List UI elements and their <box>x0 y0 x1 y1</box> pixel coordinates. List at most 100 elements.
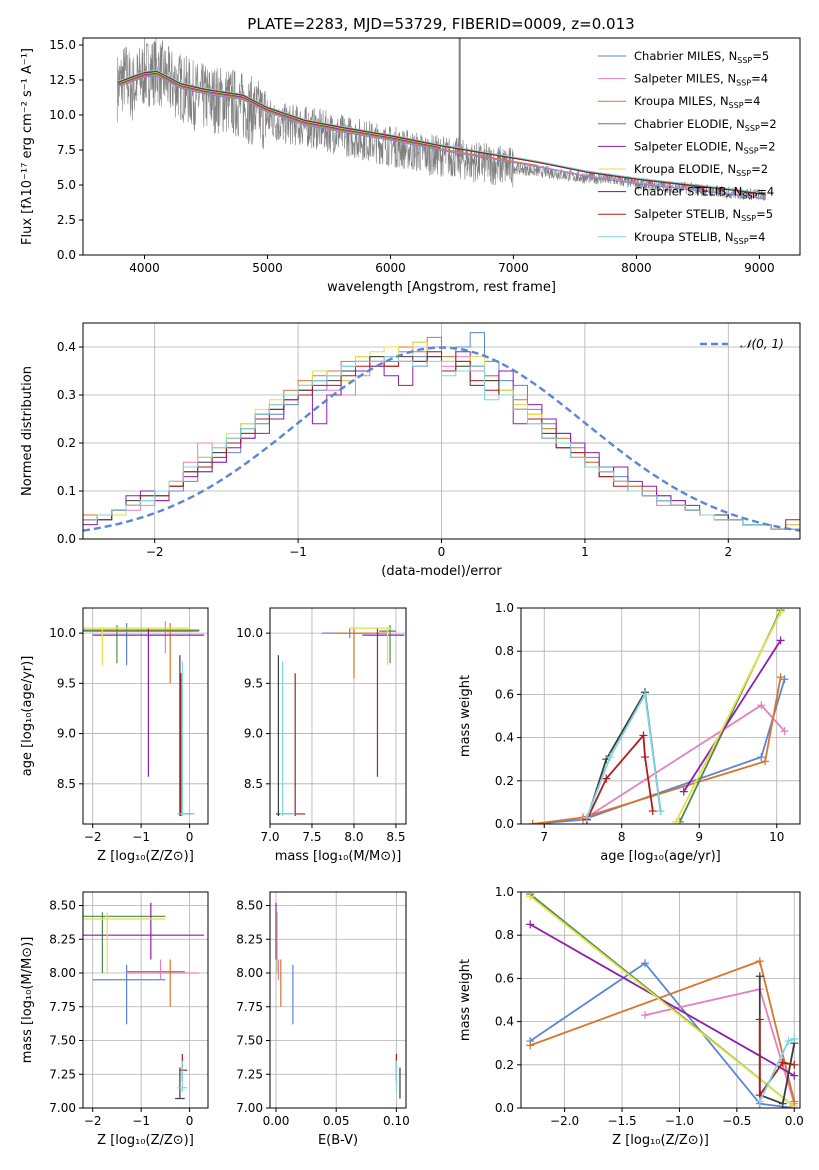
mass_vs_EBV-ytick-label: 7.00 <box>236 1101 263 1115</box>
weight_vs_age-point-marker <box>528 820 537 824</box>
age_vs_mass-xlabel: mass [log₁₀(M/M⊙)] <box>275 849 402 864</box>
age_vs_Z-ytick-label: 9.0 <box>57 727 76 741</box>
residuals-xtick-label: 2 <box>724 545 732 559</box>
legend-entry: Chabrier ELODIE, NSSP=2 <box>634 117 777 133</box>
legend-entry: Kroupa ELODIE, NSSP=2 <box>634 162 768 178</box>
gaussian-curve <box>83 346 800 532</box>
weight_vs_Z-point-marker <box>790 1097 799 1106</box>
mass_vs_Z-xtick-label: 0 <box>186 1114 194 1128</box>
residuals-ytick-label: 0.0 <box>57 532 76 546</box>
weight_vs_Z-point-marker <box>790 1071 799 1080</box>
weight_vs_age-xlabel: age [log₁₀(age/yr)] <box>600 849 721 864</box>
residuals-xtick-label: −2 <box>146 545 164 559</box>
weight_vs_Z-ytick-label: 0.0 <box>495 1101 514 1115</box>
mass_vs_Z-frame <box>82 891 209 1109</box>
mass_vs_Z-xtick-label: −2 <box>84 1114 102 1128</box>
spectrum-ytick-label: 0.0 <box>57 248 76 262</box>
mass_vs_EBV-ytick-label: 7.25 <box>236 1067 263 1081</box>
mass_vs_EBV-frame <box>269 891 407 1109</box>
mass_vs_EBV-xtick-label: 0.00 <box>263 1114 290 1128</box>
age_vs_mass-panel: 7.0 7.5 8.0 8.5 8.5 9.0 9.5 10.0 mass [log₁₀(M/M… <box>236 607 407 864</box>
weight_vs_Z-ytick-label: 1.0 <box>495 885 514 899</box>
spectrum-xtick-label: 7000 <box>498 261 529 275</box>
weight_vs_Z-point-marker <box>790 1060 799 1069</box>
weight_vs_Z-point-marker <box>641 959 649 968</box>
weight_vs_Z-point-marker <box>755 1015 764 1024</box>
weight_vs_age-point-marker <box>672 817 680 824</box>
spectrum-model-salpeter-miles <box>117 74 766 199</box>
spectrum-legend: Chabrier MILES, NSSP=5 Salpeter MILES, NS… <box>598 49 777 246</box>
weight_vs_age-point-marker <box>639 731 648 740</box>
age_vs_Z-xtick-label: 0 <box>186 830 194 844</box>
residuals-legend: 𝒩(0, 1) <box>700 337 784 351</box>
age_vs_Z-xtick-label: −1 <box>132 830 150 844</box>
spectrum-xtick-label: 9000 <box>744 261 775 275</box>
weight_vs_age-xtick-label: 10 <box>769 830 784 844</box>
spectrum-xtick-label: 6000 <box>375 261 406 275</box>
spectrum-model-kroupa-miles <box>117 73 539 166</box>
weight_vs_age-ytick-label: 0.8 <box>495 644 514 658</box>
mass_vs_Z-ytick-label: 7.00 <box>49 1101 76 1115</box>
age_vs_Z-frame <box>82 607 209 825</box>
weight_vs_age-point-marker <box>761 757 770 766</box>
legend-entry: Kroupa STELIB, NSSP=4 <box>634 230 765 246</box>
spectrum-ytick-label: 5.0 <box>57 178 76 192</box>
weight_vs_Z-point-marker <box>526 892 535 901</box>
weight_vs_age-point-marker <box>757 753 766 762</box>
weight_vs_Z-point-marker <box>778 1099 787 1108</box>
mass_vs_EBV-panel: 0.00 0.05 0.10 7.00 7.25 7.50 7.75 8.00 8.25 8.50… <box>236 891 410 1148</box>
weight_vs_age-xtick-label: 7 <box>540 830 548 844</box>
spectrum-ytick-label: 10.0 <box>49 108 76 122</box>
weight_vs_age-panel: 7 8 9 10 0.0 0.2 0.4 0.6 0.8 1.0 age [log₁₀(age/yr… <box>458 601 801 864</box>
mass_vs_Z-ytick-label: 8.25 <box>49 932 76 946</box>
mass_vs_Z-xtick-label: −1 <box>132 1114 150 1128</box>
residuals-xtick-label: −1 <box>289 545 307 559</box>
weight_vs_age-point-marker <box>606 753 615 762</box>
age_vs_mass-ytick-label: 9.0 <box>244 727 263 741</box>
residuals-xtick-label: 0 <box>438 545 446 559</box>
mass_vs_EBV-ytick-label: 8.00 <box>236 966 263 980</box>
spectrum-model-chabrier-miles <box>117 75 766 200</box>
weight_vs_Z-point-marker <box>784 1037 793 1046</box>
weight_vs_Z-point-marker <box>789 1101 798 1108</box>
weight_vs_Z-xtick-label: −1.0 <box>665 1114 694 1128</box>
spectrum-frame <box>82 37 801 256</box>
residuals-ytick-label: 0.3 <box>57 388 76 402</box>
weight_vs_age-point-marker <box>641 690 649 699</box>
weight_vs_Z-point-marker <box>755 1097 764 1106</box>
mass_vs_Z-xlabel: Z [log₁₀(Z/Z⊙)] <box>97 1133 194 1148</box>
weight_vs_age-line-kroupa-elodie <box>675 611 782 823</box>
age_vs_Z-xlabel: Z [log₁₀(Z/Z⊙)] <box>97 849 194 864</box>
weight_vs_Z-frame <box>520 891 801 1109</box>
age_vs_Z-plot-area <box>83 621 205 816</box>
weight_vs_age-ytick-label: 0.2 <box>495 774 514 788</box>
spectrum-ytick-label: 2.5 <box>57 213 76 227</box>
age_vs_Z-ylabel: age [log₁₀(age/yr)] <box>20 656 35 777</box>
mass_vs_EBV-xtick-label: 0.05 <box>323 1114 350 1128</box>
age_vs_mass-ytick-label: 9.5 <box>244 676 263 690</box>
spectrum-plot-area <box>117 38 766 201</box>
weight_vs_Z-line-kroupa-miles <box>529 959 796 1102</box>
spectrum-model-chabrier-stelib <box>117 71 766 196</box>
spectrum-panel: 4000 5000 6000 7000 8000 9000 0.0 2.5 5.0 7.5 10.0… <box>20 37 801 295</box>
weight_vs_age-ytick-label: 0.4 <box>495 731 514 745</box>
weight_vs_age-point-marker <box>641 753 649 762</box>
spectrum-ytick-label: 7.5 <box>57 143 76 157</box>
weight_vs_Z-point-marker <box>755 972 764 981</box>
residuals-xlabel: (data-model)/error <box>381 564 502 579</box>
weight_vs_age-point-marker <box>780 675 789 684</box>
residuals-xtick-label: 1 <box>581 545 589 559</box>
residuals-ytick-label: 0.1 <box>57 484 76 498</box>
mass_vs_EBV-plot-area <box>275 902 401 1099</box>
weight_vs_age-point-marker <box>776 636 785 645</box>
weight_vs_age-point-marker <box>776 673 785 682</box>
age_vs_Z-xtick-label: −2 <box>84 830 102 844</box>
age_vs_mass-ytick-label: 10.0 <box>236 626 263 640</box>
weight_vs_Z-xlabel: Z [log₁₀(Z/Z⊙)] <box>612 1133 709 1148</box>
spectrum-model-kroupa-elodie <box>117 71 440 147</box>
spectrum-model-salpeter-elodie <box>117 72 440 148</box>
mass_vs_EBV-ytick-label: 8.25 <box>236 932 263 946</box>
spectrum-xlabel: wavelength [Angstrom, rest frame] <box>327 280 556 295</box>
legend-entry: Salpeter ELODIE, NSSP=2 <box>634 139 776 155</box>
